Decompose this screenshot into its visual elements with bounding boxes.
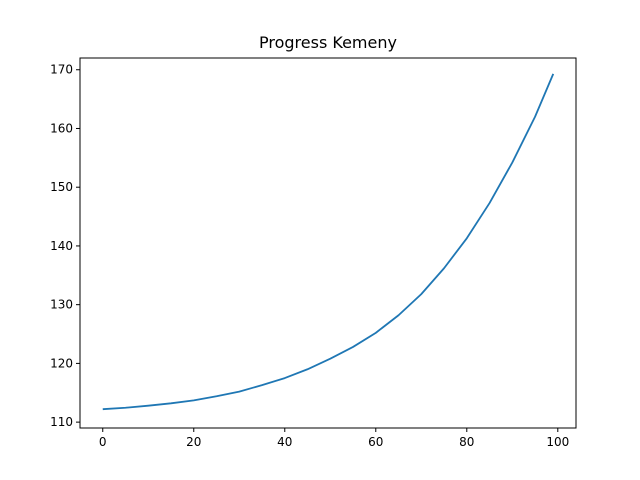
y-axis: 110 120 130 140 150 160 170: [50, 63, 80, 429]
y-tick-label: 170: [50, 63, 73, 77]
x-tick-label: 20: [186, 435, 201, 449]
x-tick-label: 60: [368, 435, 383, 449]
x-tick-label: 80: [459, 435, 474, 449]
series-line-0: [102, 73, 555, 411]
series-layer: [102, 73, 555, 411]
chart-title: Progress Kemeny: [259, 33, 397, 52]
y-tick-label: 140: [50, 239, 73, 253]
plot-area-frame: [79, 57, 577, 429]
y-tick-label: 120: [50, 356, 73, 370]
x-tick-label: 100: [546, 435, 569, 449]
x-tick-label: 0: [99, 435, 107, 449]
x-tick-label: 40: [277, 435, 292, 449]
y-tick-label: 150: [50, 180, 73, 194]
y-tick-label: 130: [50, 298, 73, 312]
y-tick-label: 160: [50, 121, 73, 135]
y-tick-label: 110: [50, 415, 73, 429]
x-axis: 0 20 40 60 80 100: [99, 428, 569, 449]
